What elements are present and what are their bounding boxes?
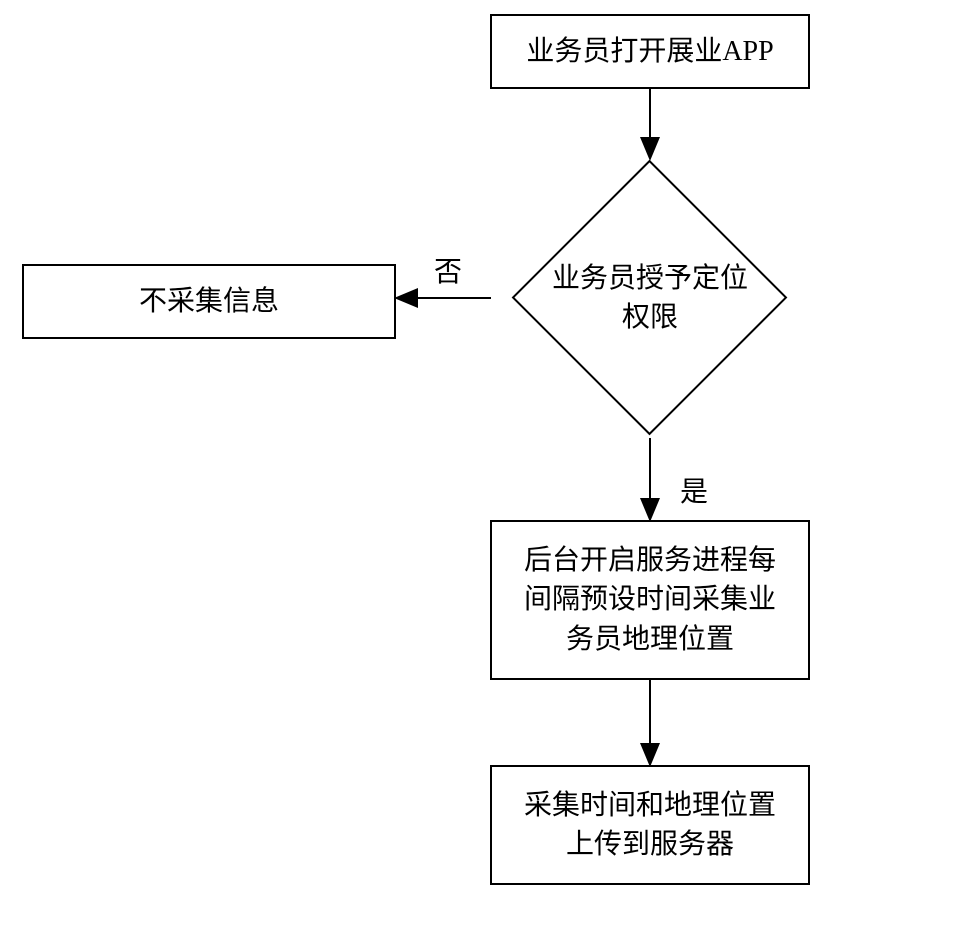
- node-backend: 后台开启服务进程每 间隔预设时间采集业 务员地理位置: [490, 520, 810, 680]
- decision-line2: 权限: [552, 298, 748, 337]
- backend-line2: 间隔预设时间采集业: [524, 580, 776, 619]
- arrows-svg: [0, 0, 978, 931]
- node-no-collect: 不采集信息: [22, 264, 396, 339]
- backend-line1: 后台开启服务进程每: [524, 541, 776, 580]
- decision-line1: 业务员授予定位: [552, 259, 748, 298]
- upload-line1: 采集时间和地理位置: [524, 786, 776, 825]
- node-start: 业务员打开展业APP: [490, 14, 810, 89]
- node-decision: 业务员授予定位 权限: [490, 160, 810, 436]
- backend-line3: 务员地理位置: [524, 620, 776, 659]
- edge-label-no: 否: [434, 250, 462, 290]
- upload-line2: 上传到服务器: [524, 825, 776, 864]
- node-no-collect-text: 不采集信息: [139, 282, 279, 321]
- node-decision-text: 业务员授予定位 权限: [490, 160, 810, 436]
- edge-label-yes: 是: [680, 470, 708, 510]
- node-upload: 采集时间和地理位置 上传到服务器: [490, 765, 810, 885]
- flowchart-container: 业务员打开展业APP 业务员授予定位 权限 不采集信息 后台开启服务进程每 间隔…: [0, 0, 978, 931]
- node-start-text: 业务员打开展业APP: [526, 32, 773, 71]
